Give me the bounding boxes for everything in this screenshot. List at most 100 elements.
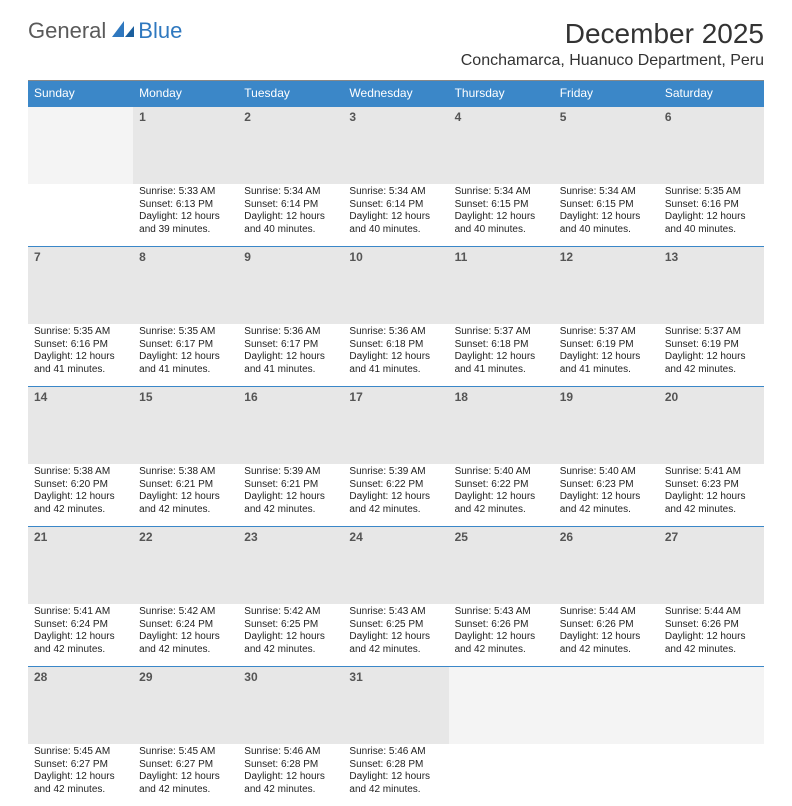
day-sunrise: Sunrise: 5:42 AM	[139, 606, 232, 619]
weekday-header: Thursday	[449, 81, 554, 106]
day-cell	[659, 744, 764, 806]
day-sunset: Sunset: 6:23 PM	[560, 479, 653, 492]
day-day2: and 39 minutes.	[139, 224, 232, 237]
day-number: 30	[238, 666, 343, 744]
day-number: 1	[133, 106, 238, 184]
day-day2: and 40 minutes.	[349, 224, 442, 237]
day-body-row: Sunrise: 5:45 AMSunset: 6:27 PMDaylight:…	[28, 744, 764, 806]
day-day1: Daylight: 12 hours	[34, 631, 127, 644]
day-sunrise: Sunrise: 5:40 AM	[560, 466, 653, 479]
day-day2: and 42 minutes.	[349, 644, 442, 657]
month-title: December 2025	[461, 18, 764, 50]
day-sunrise: Sunrise: 5:35 AM	[139, 326, 232, 339]
day-sunset: Sunset: 6:17 PM	[139, 339, 232, 352]
day-body-row: Sunrise: 5:33 AMSunset: 6:13 PMDaylight:…	[28, 184, 764, 246]
day-day1: Daylight: 12 hours	[349, 771, 442, 784]
day-day1: Daylight: 12 hours	[244, 491, 337, 504]
day-sunrise: Sunrise: 5:33 AM	[139, 186, 232, 199]
day-sunrise: Sunrise: 5:34 AM	[560, 186, 653, 199]
day-sunset: Sunset: 6:15 PM	[455, 199, 548, 212]
day-cell	[554, 744, 659, 806]
day-sunrise: Sunrise: 5:46 AM	[349, 746, 442, 759]
day-day1: Daylight: 12 hours	[665, 491, 758, 504]
day-number: 27	[659, 526, 764, 604]
day-sunrise: Sunrise: 5:38 AM	[34, 466, 127, 479]
day-number-row: 21222324252627	[28, 526, 764, 604]
day-day2: and 42 minutes.	[139, 644, 232, 657]
day-sunset: Sunset: 6:24 PM	[34, 619, 127, 632]
logo-sail-icon	[110, 19, 136, 44]
day-sunset: Sunset: 6:26 PM	[665, 619, 758, 632]
day-day2: and 42 minutes.	[244, 644, 337, 657]
day-number: 23	[238, 526, 343, 604]
day-sunset: Sunset: 6:17 PM	[244, 339, 337, 352]
day-sunrise: Sunrise: 5:40 AM	[455, 466, 548, 479]
day-cell: Sunrise: 5:45 AMSunset: 6:27 PMDaylight:…	[28, 744, 133, 806]
day-number: 28	[28, 666, 133, 744]
day-cell: Sunrise: 5:36 AMSunset: 6:18 PMDaylight:…	[343, 324, 448, 386]
day-sunrise: Sunrise: 5:44 AM	[560, 606, 653, 619]
day-number: 12	[554, 246, 659, 324]
day-day1: Daylight: 12 hours	[139, 211, 232, 224]
day-cell: Sunrise: 5:43 AMSunset: 6:25 PMDaylight:…	[343, 604, 448, 666]
day-cell: Sunrise: 5:36 AMSunset: 6:17 PMDaylight:…	[238, 324, 343, 386]
day-number: 17	[343, 386, 448, 464]
weekday-header-row: SundayMondayTuesdayWednesdayThursdayFrid…	[28, 81, 764, 106]
day-sunrise: Sunrise: 5:39 AM	[349, 466, 442, 479]
logo-text-general: General	[28, 18, 106, 44]
day-day1: Daylight: 12 hours	[455, 351, 548, 364]
day-sunset: Sunset: 6:14 PM	[349, 199, 442, 212]
location-text: Conchamarca, Huanuco Department, Peru	[461, 52, 764, 70]
day-sunset: Sunset: 6:14 PM	[244, 199, 337, 212]
day-day1: Daylight: 12 hours	[665, 211, 758, 224]
day-day2: and 40 minutes.	[455, 224, 548, 237]
day-sunrise: Sunrise: 5:41 AM	[665, 466, 758, 479]
day-cell: Sunrise: 5:35 AMSunset: 6:16 PMDaylight:…	[28, 324, 133, 386]
day-cell: Sunrise: 5:44 AMSunset: 6:26 PMDaylight:…	[554, 604, 659, 666]
day-day2: and 42 minutes.	[34, 784, 127, 797]
day-day2: and 41 minutes.	[349, 364, 442, 377]
day-sunrise: Sunrise: 5:46 AM	[244, 746, 337, 759]
day-cell: Sunrise: 5:39 AMSunset: 6:21 PMDaylight:…	[238, 464, 343, 526]
day-sunset: Sunset: 6:13 PM	[139, 199, 232, 212]
day-cell: Sunrise: 5:38 AMSunset: 6:20 PMDaylight:…	[28, 464, 133, 526]
day-day1: Daylight: 12 hours	[349, 631, 442, 644]
day-day1: Daylight: 12 hours	[560, 211, 653, 224]
day-day1: Daylight: 12 hours	[139, 351, 232, 364]
day-number-row: 14151617181920	[28, 386, 764, 464]
day-cell: Sunrise: 5:46 AMSunset: 6:28 PMDaylight:…	[238, 744, 343, 806]
day-number	[28, 106, 133, 184]
day-day1: Daylight: 12 hours	[665, 351, 758, 364]
day-sunrise: Sunrise: 5:37 AM	[560, 326, 653, 339]
day-cell: Sunrise: 5:38 AMSunset: 6:21 PMDaylight:…	[133, 464, 238, 526]
day-number-row: 78910111213	[28, 246, 764, 324]
weekday-header: Friday	[554, 81, 659, 106]
day-number: 2	[238, 106, 343, 184]
day-sunrise: Sunrise: 5:36 AM	[244, 326, 337, 339]
day-day1: Daylight: 12 hours	[665, 631, 758, 644]
day-cell: Sunrise: 5:43 AMSunset: 6:26 PMDaylight:…	[449, 604, 554, 666]
day-number: 24	[343, 526, 448, 604]
day-cell: Sunrise: 5:34 AMSunset: 6:14 PMDaylight:…	[238, 184, 343, 246]
day-cell: Sunrise: 5:35 AMSunset: 6:17 PMDaylight:…	[133, 324, 238, 386]
day-day2: and 41 minutes.	[139, 364, 232, 377]
day-day2: and 42 minutes.	[139, 504, 232, 517]
day-number: 29	[133, 666, 238, 744]
day-number: 16	[238, 386, 343, 464]
day-sunset: Sunset: 6:26 PM	[455, 619, 548, 632]
day-day2: and 42 minutes.	[244, 504, 337, 517]
day-sunset: Sunset: 6:24 PM	[139, 619, 232, 632]
day-number	[449, 666, 554, 744]
day-number: 26	[554, 526, 659, 604]
day-number-row: 123456	[28, 106, 764, 184]
day-cell: Sunrise: 5:40 AMSunset: 6:22 PMDaylight:…	[449, 464, 554, 526]
day-cell	[28, 184, 133, 246]
weekday-header: Monday	[133, 81, 238, 106]
day-cell: Sunrise: 5:42 AMSunset: 6:24 PMDaylight:…	[133, 604, 238, 666]
day-sunset: Sunset: 6:22 PM	[349, 479, 442, 492]
day-sunrise: Sunrise: 5:45 AM	[139, 746, 232, 759]
day-number: 10	[343, 246, 448, 324]
day-sunset: Sunset: 6:18 PM	[455, 339, 548, 352]
day-day1: Daylight: 12 hours	[34, 491, 127, 504]
day-day1: Daylight: 12 hours	[455, 631, 548, 644]
